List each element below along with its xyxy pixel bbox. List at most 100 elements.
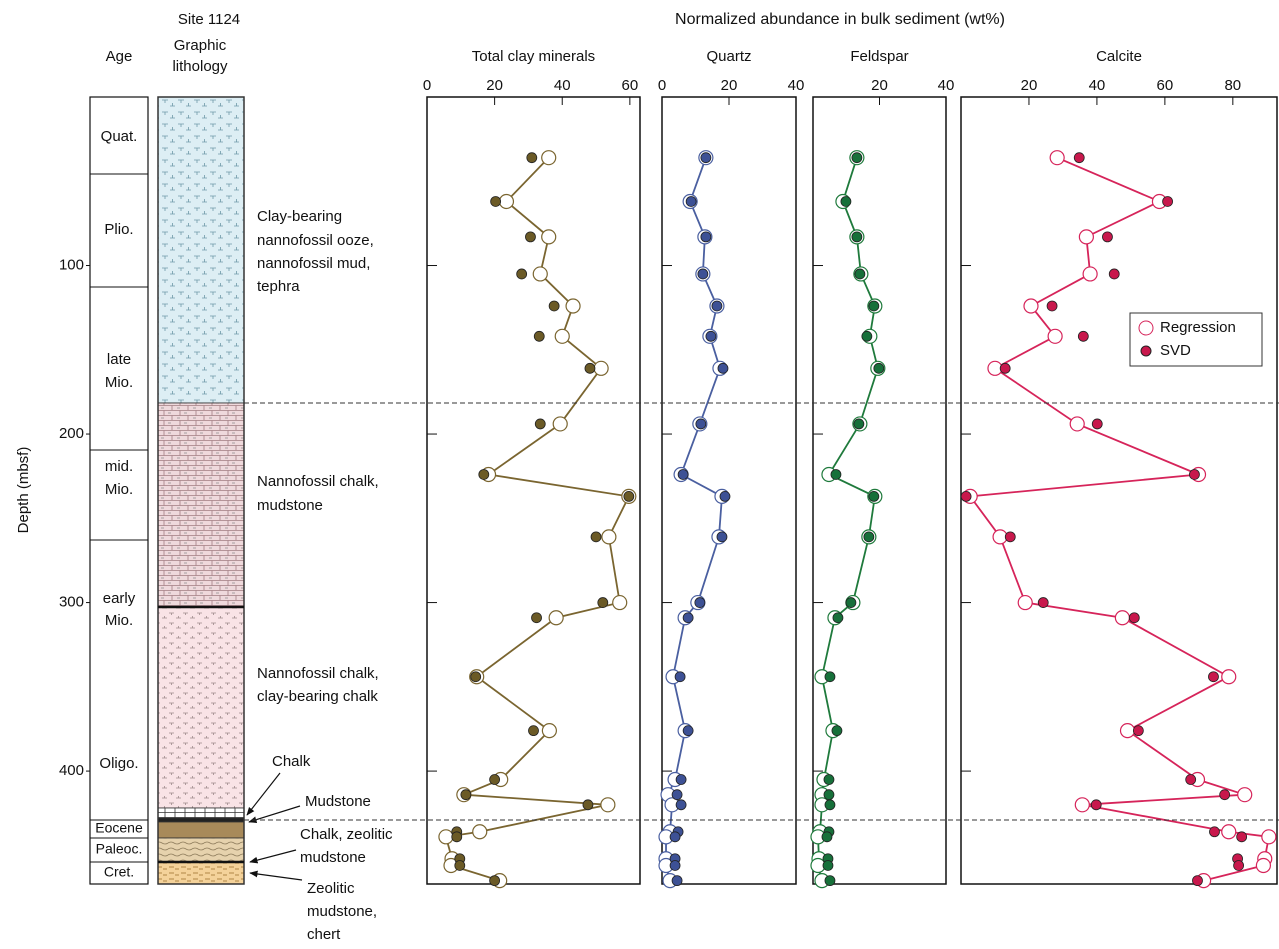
regression-point [1255,857,1272,874]
svd-point [999,362,1011,374]
regression-point [1221,824,1237,840]
regression-point [1261,829,1277,845]
svd-point [716,531,728,543]
depth-axis-label: Depth (mbsf) [15,447,32,534]
legend-marker [1140,345,1152,357]
panel-frame [960,96,1278,885]
regression-point [438,829,454,845]
lithology-note: Nannofossil chalk, [257,665,379,682]
regression-point [541,150,557,166]
legend-label: SVD [1160,342,1191,359]
lithology-unit [157,606,245,809]
age-label: Oligo. [99,755,138,772]
regression-point [1023,298,1039,314]
lithology-note: Chalk, zeolitic [300,826,393,843]
svd-point [489,774,501,785]
svd-point [861,330,873,342]
panel-title: Quartz [706,48,751,65]
lithology-note: Mudstone [305,793,371,810]
y-tick-label: 100 [59,256,84,273]
svd-point [854,268,866,280]
svd-point [831,725,843,737]
panel-title: Feldspar [850,48,908,65]
note-arrow [249,849,297,864]
svd-point [1102,231,1113,243]
lithology-unit [157,837,245,863]
lithology-header: lithology [172,58,228,75]
svd-point [597,597,609,608]
regression-point [612,594,628,611]
regression-point [593,360,609,376]
svd-point [840,196,852,207]
svd-point [1208,671,1219,683]
regression-point [498,193,515,210]
regression-point [532,266,548,282]
svd-point [1185,774,1197,785]
svd-point [824,875,836,887]
regression-point [541,723,557,739]
regression-point [548,610,564,626]
regression-point [541,229,557,245]
age-header: Age [106,48,133,65]
svd-point [694,597,706,608]
lithology-note: Chalk [272,753,311,770]
lithology-unit [157,821,245,839]
lithology-note: Zeolitic [307,880,355,897]
regression-point [1082,266,1098,282]
note-arrow [249,870,303,881]
svd-point [1090,799,1102,811]
svd-point [675,799,687,811]
svd-point [490,196,502,207]
y-tick-label: 300 [59,594,84,611]
regression-point [1221,669,1237,685]
svd-point [830,469,842,480]
svd-point [851,152,863,164]
regression-point [1237,787,1253,803]
svd-point [1192,875,1203,887]
x-tick-label: 40 [938,77,955,94]
svd-point [1077,330,1089,342]
svd-point [674,671,686,683]
series-line [444,157,631,882]
age-label: mid. [105,458,133,475]
svd-point [695,418,707,430]
lithology-note: mudstone [257,497,323,514]
svd-point [711,300,723,312]
svd-point [669,860,681,871]
svd-point [853,418,865,430]
lithology-unit [157,96,245,404]
regression-point [1114,610,1130,626]
svd-point [451,831,463,843]
x-tick-label: 20 [871,77,888,94]
svd-point [863,531,875,543]
svd-point [960,490,972,502]
svd-point [845,597,857,608]
x-tick-label: 60 [1157,77,1174,94]
svd-point [822,860,834,871]
lithology-unit [157,807,245,819]
svd-point [1004,531,1016,543]
svd-point [582,799,594,811]
svd-point [675,774,687,785]
series-line [817,157,879,881]
svd-point [700,152,712,164]
svd-point [1037,597,1049,608]
lithology-note: mudstone, [307,903,377,920]
svd-point [824,671,836,683]
svd-point [671,789,683,801]
svd-point [832,612,844,624]
svd-point [868,490,880,502]
svd-point [623,490,635,502]
legend-label: Regression [1160,319,1236,336]
lithology-note: chert [307,926,341,943]
y-tick-label: 400 [59,762,84,779]
note-arrow [246,772,281,816]
svd-point [677,469,689,480]
svd-point [533,330,545,342]
regression-point [1119,723,1136,739]
lithology-note: mudstone [300,849,366,866]
svd-point [685,196,697,207]
age-frame [89,96,149,885]
age-label: Mio. [105,374,133,391]
